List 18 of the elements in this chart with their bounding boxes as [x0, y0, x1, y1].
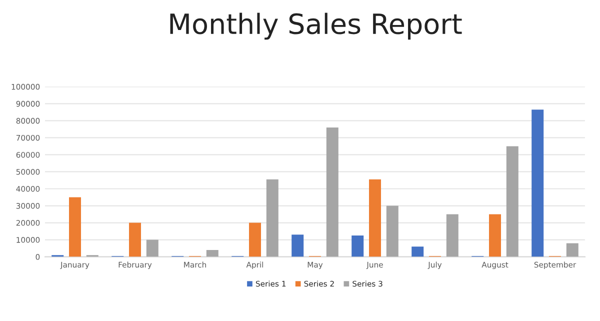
bar	[412, 246, 424, 257]
bar	[326, 128, 338, 257]
bar	[446, 214, 458, 257]
bar	[292, 234, 304, 257]
bar	[266, 179, 278, 257]
bar	[566, 243, 578, 257]
bar	[69, 197, 81, 257]
bar	[489, 214, 501, 257]
bar	[129, 222, 141, 257]
bar	[506, 146, 518, 257]
chart-title: Monthly Sales Report	[170, 12, 462, 40]
bar	[386, 206, 398, 257]
bar	[369, 179, 381, 257]
bar	[206, 250, 218, 257]
bar	[146, 240, 158, 257]
bar	[352, 236, 364, 257]
bar	[532, 110, 544, 257]
bar	[249, 222, 261, 257]
